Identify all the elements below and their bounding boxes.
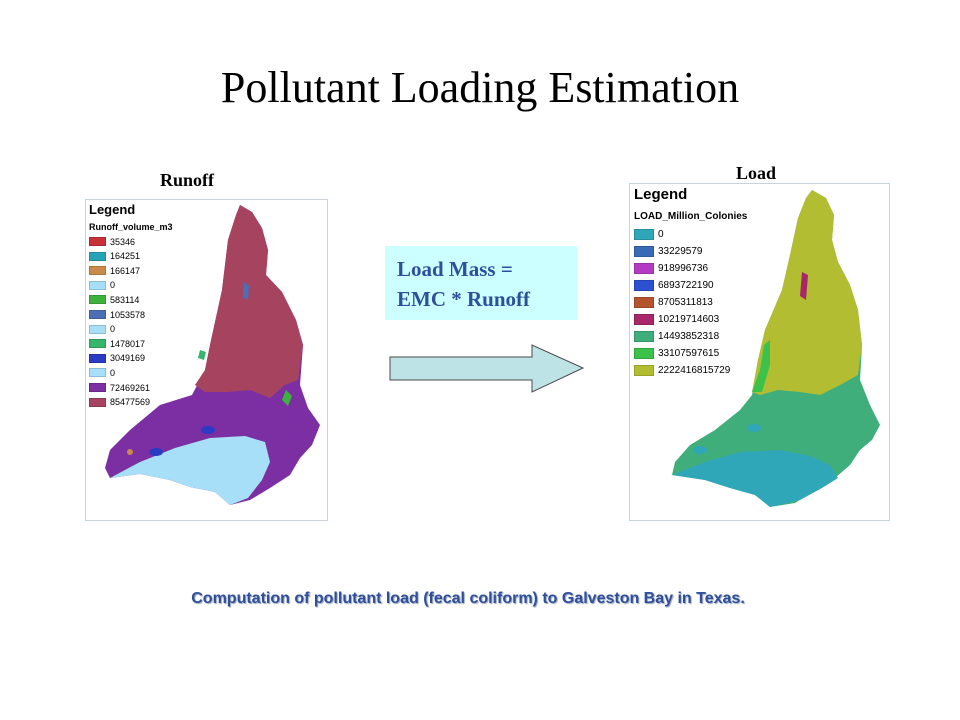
load-legend-item: 8705311813 bbox=[634, 297, 713, 308]
load-map bbox=[672, 190, 880, 507]
load-lake-2 bbox=[693, 446, 707, 454]
runoff-legend-swatch bbox=[89, 237, 106, 246]
runoff-region-lightblue bbox=[110, 436, 270, 505]
runoff-legend-swatch bbox=[89, 280, 106, 290]
runoff-legend-swatch bbox=[89, 339, 106, 349]
runoff-legend-label: 0 bbox=[110, 324, 116, 335]
load-legend-label: 0 bbox=[658, 229, 664, 240]
runoff-legend-label: 3049169 bbox=[110, 353, 146, 364]
runoff-legend-swatch bbox=[89, 397, 106, 407]
load-legend-label: 14493852318 bbox=[658, 331, 720, 342]
runoff-legend-swatch bbox=[89, 251, 106, 261]
runoff-legend-label: 85477569 bbox=[110, 397, 151, 408]
load-legend-item: 33229579 bbox=[634, 246, 703, 257]
load-lake-1 bbox=[747, 424, 761, 432]
runoff-legend-item: 164251 bbox=[89, 251, 140, 262]
load-legend-swatch bbox=[634, 331, 654, 342]
runoff-region-blue bbox=[243, 282, 249, 300]
load-legend-title: Legend bbox=[634, 186, 688, 203]
load-region-magenta bbox=[800, 272, 808, 300]
load-legend-swatch bbox=[634, 297, 654, 308]
right-arrow-icon bbox=[389, 344, 585, 393]
equation-line-1: Load Mass = bbox=[397, 257, 513, 281]
load-label: Load bbox=[736, 163, 777, 183]
equation-box: Load Mass = EMC * Runoff bbox=[385, 246, 577, 320]
load-legend-label: 6893722190 bbox=[658, 280, 714, 291]
load-legend-swatch bbox=[634, 365, 654, 376]
runoff-map bbox=[105, 205, 320, 505]
load-region-olive bbox=[752, 190, 862, 395]
load-legend-item: 14493852318 bbox=[634, 331, 719, 342]
runoff-region-mauve bbox=[195, 205, 303, 398]
load-region-green-strip bbox=[752, 340, 770, 392]
runoff-legend-swatch bbox=[89, 324, 106, 334]
runoff-legend-field: Runoff_volume_m3 bbox=[89, 222, 173, 232]
load-legend-item: 33107597615 bbox=[634, 348, 719, 359]
runoff-lake-2 bbox=[149, 448, 163, 456]
page-title: Pollutant Loading Estimation bbox=[220, 63, 740, 112]
load-legend-field: LOAD_Million_Colonies bbox=[634, 211, 748, 222]
runoff-legend-label: 72469261 bbox=[110, 382, 151, 393]
load-legend-swatch bbox=[634, 246, 654, 257]
runoff-legend-label: 0 bbox=[110, 280, 116, 291]
runoff-legend-swatch bbox=[89, 353, 106, 363]
runoff-legend-item: 0 bbox=[89, 367, 115, 378]
load-legend-swatch bbox=[634, 314, 654, 325]
load-legend-item: 10219714603 bbox=[634, 314, 719, 325]
load-legend-label: 8705311813 bbox=[658, 297, 713, 308]
equation-line-2: EMC * Runoff bbox=[397, 287, 531, 311]
runoff-legend-swatch bbox=[89, 383, 106, 392]
runoff-legend-item: 0 bbox=[89, 280, 115, 291]
load-legend-item: 2222416815729 bbox=[634, 365, 730, 376]
load-legend-swatch bbox=[634, 229, 654, 240]
runoff-legend-item: 0 bbox=[89, 324, 115, 335]
runoff-legend-item: 85477569 bbox=[89, 397, 150, 408]
load-legend-label: 33107597615 bbox=[658, 348, 720, 359]
load-legend-label: 2222416815729 bbox=[658, 365, 731, 376]
load-legend-swatch bbox=[634, 280, 654, 291]
runoff-legend-label: 166147 bbox=[110, 265, 141, 276]
runoff-legend-label: 1053578 bbox=[110, 309, 146, 320]
runoff-legend-item: 583114 bbox=[89, 294, 139, 305]
load-legend-label: 33229579 bbox=[658, 246, 703, 257]
runoff-legend-swatch bbox=[89, 266, 106, 276]
runoff-legend-swatch bbox=[89, 295, 106, 305]
runoff-legend-item: 3049169 bbox=[89, 353, 145, 364]
load-legend-label: 918996736 bbox=[658, 263, 709, 274]
load-legend-item: 918996736 bbox=[634, 263, 708, 274]
load-legend-item: 0 bbox=[634, 229, 664, 240]
runoff-legend-label: 0 bbox=[110, 367, 116, 378]
runoff-legend-item: 35346 bbox=[89, 236, 135, 247]
runoff-lake-3 bbox=[127, 449, 133, 455]
runoff-legend-title: Legend bbox=[89, 202, 136, 217]
load-region-teal bbox=[672, 450, 838, 507]
runoff-legend-label: 164251 bbox=[110, 251, 141, 262]
runoff-legend-label: 583114 bbox=[110, 294, 140, 305]
runoff-label: Runoff bbox=[160, 170, 215, 190]
load-legend-item: 6893722190 bbox=[634, 280, 714, 291]
runoff-legend-item: 1478017 bbox=[89, 338, 145, 349]
load-legend-swatch bbox=[634, 348, 654, 359]
runoff-legend-swatch bbox=[89, 368, 106, 378]
runoff-legend-label: 35346 bbox=[110, 236, 136, 247]
caption: Computation of pollutant load (fecal col… bbox=[191, 590, 745, 607]
runoff-legend-item: 166147 bbox=[89, 265, 140, 276]
runoff-region-green-1 bbox=[282, 390, 292, 406]
runoff-region-green-2 bbox=[198, 350, 206, 360]
runoff-legend-swatch bbox=[89, 310, 106, 319]
runoff-legend-item: 1053578 bbox=[89, 309, 145, 320]
runoff-legend-label: 1478017 bbox=[110, 338, 146, 349]
runoff-legend-item: 72469261 bbox=[89, 382, 150, 393]
load-legend-label: 10219714603 bbox=[658, 314, 720, 325]
load-legend-swatch bbox=[634, 263, 654, 274]
runoff-lake-1 bbox=[201, 426, 215, 434]
